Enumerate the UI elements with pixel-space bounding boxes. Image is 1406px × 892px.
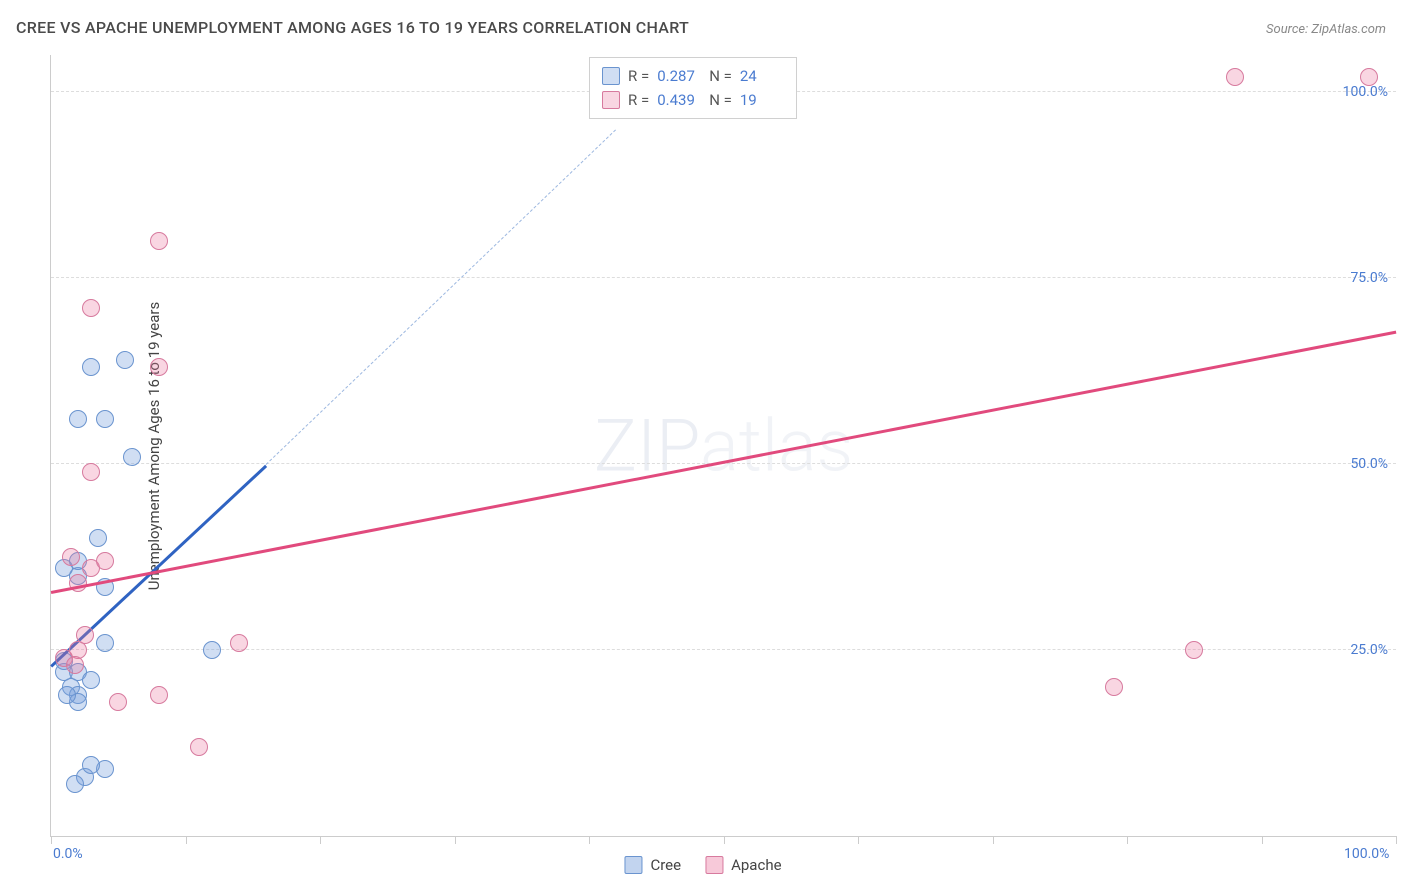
data-point [1226,68,1244,86]
data-point [82,463,100,481]
data-point [58,686,76,704]
trend-line [266,130,616,465]
x-tick [724,836,725,844]
data-point [1185,641,1203,659]
x-tick [993,836,994,844]
trend-line [51,330,1396,593]
plot-area: ZIPatlas 25.0%50.0%75.0%100.0%0.0%100.0%… [50,55,1396,837]
x-tick [1127,836,1128,844]
swatch-icon [705,856,723,874]
data-point [82,299,100,317]
data-point [123,448,141,466]
data-point [230,634,248,652]
data-point [1360,68,1378,86]
data-point [82,358,100,376]
x-tick [186,836,187,844]
data-point [150,686,168,704]
swatch-icon [602,67,620,85]
data-point [150,358,168,376]
data-point [96,410,114,428]
legend-item: Cree [624,856,681,874]
data-point [96,634,114,652]
x-tick [51,836,52,844]
data-point [82,671,100,689]
y-tick-label: 50.0% [1350,456,1388,472]
chart-title: CREE VS APACHE UNEMPLOYMENT AMONG AGES 1… [16,18,689,37]
data-point [76,626,94,644]
correlation-chart: CREE VS APACHE UNEMPLOYMENT AMONG AGES 1… [0,0,1406,892]
data-point [89,529,107,547]
y-tick-label: 25.0% [1350,642,1388,658]
gridline [51,277,1396,278]
swatch-icon [602,91,620,109]
x-tick [1262,836,1263,844]
x-tick [858,836,859,844]
legend-item: Apache [705,856,781,874]
stats-row: R = 0.439N = 19 [602,88,784,112]
x-tick [320,836,321,844]
stats-row: R = 0.287N = 24 [602,64,784,88]
swatch-icon [624,856,642,874]
y-tick-label: 75.0% [1350,270,1388,286]
data-point [62,548,80,566]
legend: Cree Apache [624,856,781,874]
data-point [66,775,84,793]
data-point [150,232,168,250]
x-tick-label: 100.0% [1344,846,1389,862]
data-point [109,693,127,711]
data-point [116,351,134,369]
y-tick-label: 100.0% [1343,84,1388,100]
x-tick [1396,836,1397,844]
data-point [203,641,221,659]
x-tick [589,836,590,844]
chart-source: Source: ZipAtlas.com [1266,22,1386,37]
x-tick [455,836,456,844]
data-point [66,656,84,674]
stats-box: R = 0.287N = 24R = 0.439N = 19 [589,57,797,119]
x-tick-label: 0.0% [53,846,83,862]
data-point [82,756,100,774]
data-point [190,738,208,756]
data-point [96,552,114,570]
data-point [1105,678,1123,696]
data-point [69,410,87,428]
